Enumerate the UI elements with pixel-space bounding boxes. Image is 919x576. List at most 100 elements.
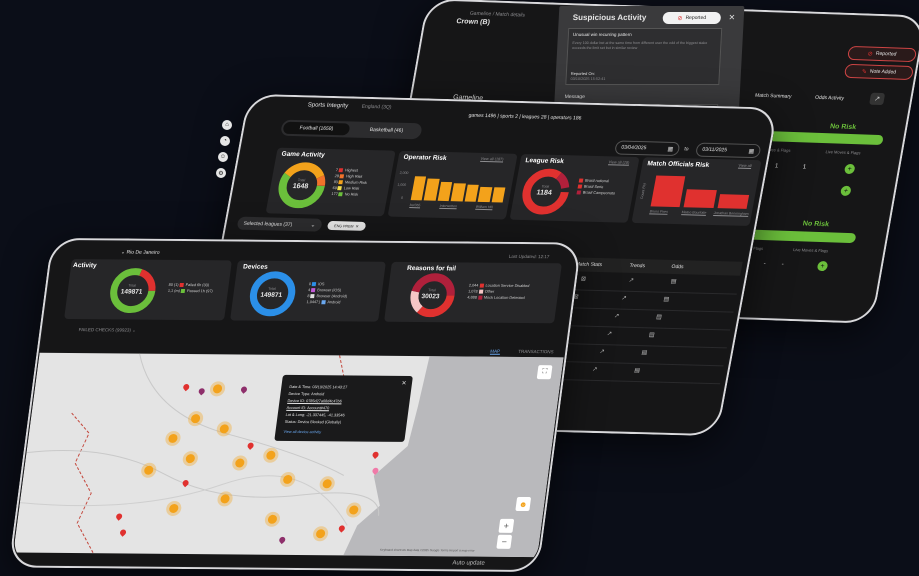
- league-filter[interactable]: England (3Q): [361, 103, 392, 111]
- operator-tick-1: 2,000: [399, 170, 409, 176]
- tab-odds-activity[interactable]: Odds Activity: [814, 94, 845, 102]
- popup-lat-long: Lat & Long: -21.337445, -41.33546: [285, 412, 345, 418]
- value-1: 1: [774, 163, 779, 170]
- trend-icon[interactable]: ↗: [606, 331, 613, 338]
- official-label-1: Bruno Pires: [649, 209, 669, 214]
- selected-leagues-label: Selected leagues (37): [243, 220, 293, 228]
- report-icon: ⊘: [867, 51, 874, 58]
- trend-icon[interactable]: ↗: [613, 313, 620, 320]
- devices-donut: [249, 271, 296, 317]
- activity-panel: Activity Total 149871 80 (1) Failed 6h (…: [64, 259, 232, 321]
- league-risk-total: 1184: [535, 189, 553, 197]
- tab-map[interactable]: MAP: [489, 348, 501, 355]
- tab-basketball[interactable]: Basketball (46): [352, 124, 420, 138]
- popup-close-icon[interactable]: ✕: [401, 380, 407, 387]
- legend-item: 4,888 Mock Location Detected: [467, 295, 525, 300]
- nav-user-icon[interactable]: ☺: [218, 152, 228, 162]
- calendar-icon: ▦: [747, 148, 755, 155]
- odds-icon[interactable]: ▤: [662, 296, 670, 303]
- odds-icon[interactable]: ▤: [640, 350, 648, 357]
- odds-icon[interactable]: ▤: [633, 368, 641, 375]
- chip-close-icon[interactable]: ✕: [355, 223, 360, 229]
- popup-view-all-link[interactable]: View all device activity: [283, 429, 322, 435]
- note-icon: ✎: [861, 68, 868, 75]
- legend-item: Brasil Campeonato: [576, 189, 615, 196]
- map-attribution: Keyboard shortcuts Map data ©2025 Google…: [379, 547, 475, 553]
- league-risk-panel: League Risk View all (28) Total 1184 Bra…: [509, 153, 640, 223]
- operator-bar: [477, 186, 493, 203]
- tab-basketball-label: Basketball (46): [369, 127, 404, 134]
- operator-label-1: bet365: [409, 203, 421, 208]
- operator-bar: [437, 181, 453, 202]
- fullscreen-icon[interactable]: ⛶: [536, 365, 553, 380]
- tab-match-summary[interactable]: Match Summary: [754, 92, 792, 100]
- devices-total-label: Total: [267, 286, 276, 291]
- date-to-value: 03/11/2025: [701, 146, 728, 154]
- popup-account-id[interactable]: Account ID: Account#470: [286, 405, 330, 411]
- operator-risk-view-all[interactable]: View all (187): [480, 156, 504, 162]
- app-title: Sports Integrity: [307, 102, 349, 110]
- activity-total: 149871: [120, 288, 143, 296]
- nav-home-icon[interactable]: ⌂: [222, 120, 232, 130]
- add-button-3[interactable]: +: [816, 260, 829, 272]
- value-2: 1: [802, 164, 807, 171]
- trend-icon[interactable]: ↗: [628, 277, 635, 284]
- note-added-badge[interactable]: ✎ Note Added: [843, 63, 915, 81]
- popup-device-type: Device Type: Android: [288, 391, 325, 397]
- officials-risk-view-all[interactable]: View all: [738, 163, 752, 168]
- zoom-in-button[interactable]: +: [498, 518, 515, 533]
- modal-subtitle: Unusual win recurring pattern: [572, 32, 632, 37]
- popup-device-id[interactable]: Device ID: 0785d27a08d4c47b6: [287, 398, 343, 404]
- failed-checks-dropdown[interactable]: FAILED CHECKS (99923) ⌄: [78, 327, 136, 333]
- reported-badge[interactable]: ⊘ Reported: [846, 45, 918, 63]
- operator-risk-title: Operator Risk: [402, 153, 448, 162]
- devices-panel: Devices Total 149871 0 iOS 4 Browser (iO…: [230, 260, 386, 322]
- auto-update-label: Auto update: [451, 560, 486, 567]
- officials-risk-title: Match Officials Risk: [646, 160, 710, 169]
- date-to-input[interactable]: 03/11/2025 ▦: [694, 142, 762, 159]
- operator-label-3: William Hill: [475, 204, 494, 210]
- stats-icon: ⊠: [580, 276, 587, 283]
- league-risk-donut: [522, 168, 570, 215]
- tab-football[interactable]: Football (1658): [282, 121, 351, 136]
- street-view-icon[interactable]: ☻: [515, 496, 532, 512]
- legend-item: 177 No Risk: [331, 192, 359, 197]
- game-activity-total: 1648: [291, 183, 309, 191]
- date-from-input[interactable]: 03/04/2025 ▦: [613, 140, 681, 157]
- trend-icon[interactable]: ↗: [598, 349, 606, 356]
- operator-label-2: Interwetten: [439, 203, 458, 209]
- odds-icon[interactable]: ▤: [648, 332, 655, 339]
- nav-settings-icon[interactable]: ⚙: [216, 168, 226, 178]
- add-button-2[interactable]: +: [839, 185, 852, 196]
- breadcrumb[interactable]: Gameline / Match details: [469, 10, 526, 19]
- city-filter[interactable]: ⌄ Rio De Janeiro: [120, 249, 159, 255]
- reasons-legend: 2,044 Location Service Disabled 1,078 Ot…: [467, 283, 530, 302]
- selected-leagues-dropdown[interactable]: Selected leagues (37) ⌄: [236, 216, 323, 232]
- device-popup: ✕ Date & Time: 03/10/2025 14:43:27 Devic…: [274, 374, 413, 442]
- modal-status-badge[interactable]: ⊘ Reported: [662, 12, 722, 24]
- tab-transactions[interactable]: TRANSACTIONS: [517, 348, 554, 355]
- trend-icon-button[interactable]: ↗: [869, 92, 886, 106]
- add-button-1[interactable]: +: [843, 163, 856, 175]
- trend-icon[interactable]: ↗: [591, 366, 598, 374]
- odds-icon[interactable]: ▤: [655, 314, 663, 321]
- value-3: -: [763, 261, 767, 268]
- close-icon[interactable]: ✕: [728, 12, 736, 22]
- trend-icon[interactable]: ↗: [620, 295, 627, 302]
- league-chip[interactable]: ENG PREM ✕: [326, 220, 367, 231]
- officials-bars: [650, 174, 753, 209]
- nav-chart-icon[interactable]: ◔: [220, 136, 230, 146]
- reported-icon: ⊘: [677, 15, 683, 22]
- middle-screen-inner: Sports Integrity England (3Q) games 1496…: [191, 96, 775, 434]
- odds-icon[interactable]: ▤: [670, 278, 677, 286]
- league-risk-view-all[interactable]: View all (28): [608, 160, 630, 165]
- game-activity-title: Game Activity: [280, 150, 326, 159]
- table-header-match-stats: Match Stats: [574, 261, 603, 269]
- match-title: Crown (B): [455, 18, 491, 27]
- map-area[interactable]: ✕ Date & Time: 03/10/2025 14:43:27 Devic…: [13, 352, 564, 558]
- activity-title: Activity: [72, 262, 98, 270]
- zoom-out-button[interactable]: −: [496, 534, 513, 549]
- chevron-down-icon: ⌄: [309, 222, 317, 229]
- tab-football-label: Football (1658): [299, 125, 334, 133]
- modal-body-text: Every 100 dollar bet at the same time fr…: [572, 41, 708, 50]
